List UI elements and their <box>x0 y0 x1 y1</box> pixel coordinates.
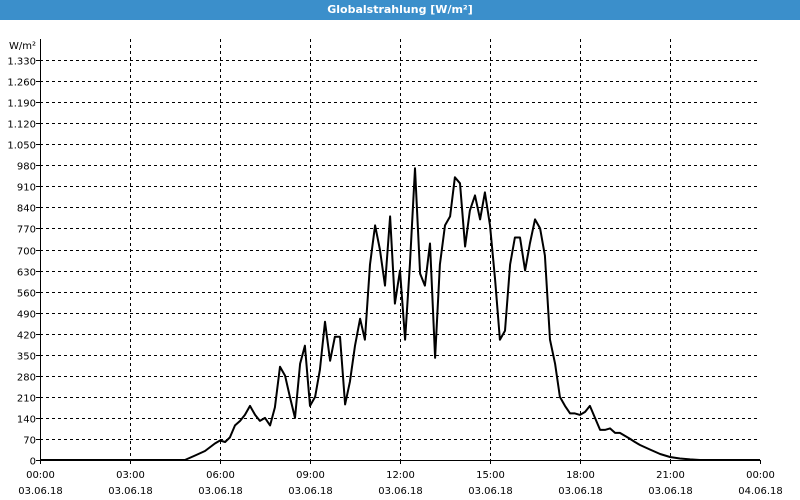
y-tick-label: 1.330 <box>7 57 36 68</box>
y-tick-label: 700 <box>17 247 36 258</box>
x-tick-label-date: 03.06.18 <box>18 486 63 497</box>
x-tick-label-time: 15:00 <box>476 470 505 481</box>
y-tick-label: 280 <box>17 373 36 384</box>
y-tick-label: 770 <box>17 225 36 236</box>
x-tick-label-time: 18:00 <box>566 470 595 481</box>
y-tick-label: 980 <box>17 162 36 173</box>
x-tick-labels: 00:00 03.06.18 03:00 03.06.18 06:00 03.06.18 0… <box>18 470 783 497</box>
x-tick-label-time: 12:00 <box>386 470 415 481</box>
x-tick-label-date: 03.06.18 <box>108 486 153 497</box>
grid-lines <box>40 39 760 460</box>
y-tick-labels: 0 70 140 210 280 350 420 490 560 630 700 770 840 910 9… <box>7 57 36 468</box>
x-tick-label-date: 04.06.18 <box>738 486 783 497</box>
x-tick-label-date: 03.06.18 <box>558 486 603 497</box>
y-tick-label: 420 <box>17 331 36 342</box>
x-tick-label-date: 03.06.18 <box>648 486 693 497</box>
y-tick-label: 1.190 <box>7 99 36 110</box>
y-tick-label: 350 <box>17 352 36 363</box>
y-tick-label: 1.050 <box>7 141 36 152</box>
x-tick-label-time: 03:00 <box>116 470 145 481</box>
chart-plot: W/m² 0 70 140 210 280 350 420 490 560 630 700 770 84… <box>7 39 783 497</box>
x-tick-label-date: 03.06.18 <box>468 486 513 497</box>
chart-title: Globalstrahlung [W/m²] <box>0 0 800 20</box>
y-tick-label: 840 <box>17 204 36 215</box>
y-tick-label: 140 <box>17 415 36 426</box>
y-tick-label: 910 <box>17 183 36 194</box>
y-tick-label: 490 <box>17 310 36 321</box>
y-tick-label: 1.260 <box>7 78 36 89</box>
y-tick-label: 630 <box>17 268 36 279</box>
x-tick-label-date: 03.06.18 <box>378 486 423 497</box>
x-tick-label-time: 09:00 <box>296 470 325 481</box>
y-tick-label: 1.120 <box>7 120 36 131</box>
x-tick-label-date: 03.06.18 <box>198 486 243 497</box>
x-tick-label-time: 06:00 <box>206 470 235 481</box>
y-tick-label: 70 <box>23 436 36 447</box>
x-tick-label-time: 00:00 <box>746 470 775 481</box>
y-tick-label: 210 <box>17 394 36 405</box>
y-tick-label: 0 <box>30 457 36 468</box>
y-tick-label: 560 <box>17 289 36 300</box>
x-tick-label-time: 21:00 <box>656 470 685 481</box>
x-tick-label-time: 00:00 <box>26 470 55 481</box>
series-line <box>40 167 760 461</box>
y-axis-unit-label: W/m² <box>9 41 36 52</box>
x-tick-label-date: 03.06.18 <box>288 486 333 497</box>
